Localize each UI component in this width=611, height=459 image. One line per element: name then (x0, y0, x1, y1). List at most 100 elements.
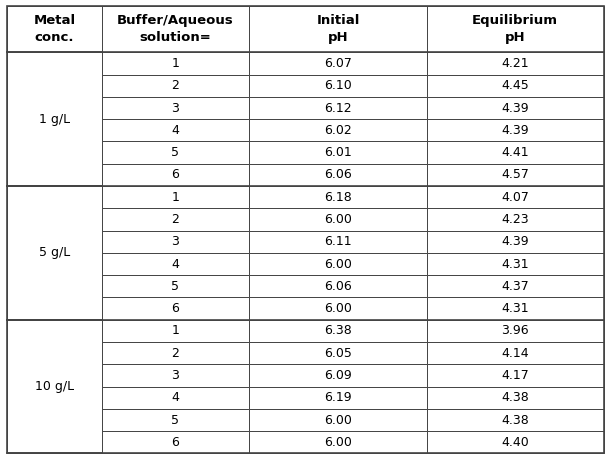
Bar (7, 186, 101, 320)
Text: 6.01: 6.01 (324, 146, 352, 159)
Text: 4.21: 4.21 (501, 57, 529, 70)
Text: Initial
pH: Initial pH (316, 14, 360, 44)
Text: 4.31: 4.31 (501, 302, 529, 315)
Bar (426, 164, 604, 186)
Bar (426, 52, 604, 75)
Text: 6: 6 (172, 302, 180, 315)
Text: 6.11: 6.11 (324, 235, 352, 248)
Bar (101, 52, 249, 75)
Text: 4: 4 (172, 257, 180, 270)
Bar (7, 320, 101, 453)
Text: 6.00: 6.00 (324, 213, 352, 226)
Text: 4.38: 4.38 (501, 391, 529, 404)
Bar (101, 164, 249, 186)
Bar (101, 342, 249, 364)
Bar (101, 119, 249, 141)
Text: 6.05: 6.05 (324, 347, 352, 360)
Text: 4.14: 4.14 (501, 347, 529, 360)
Text: 6.18: 6.18 (324, 190, 352, 204)
Bar (101, 297, 249, 320)
Text: 1: 1 (172, 57, 180, 70)
Bar (101, 431, 249, 453)
Bar (7, 164, 101, 186)
Bar (426, 230, 604, 253)
Bar (7, 75, 101, 97)
Bar (7, 342, 101, 364)
Bar (101, 75, 249, 97)
Bar (426, 409, 604, 431)
Text: 4.07: 4.07 (501, 190, 529, 204)
Bar (101, 364, 249, 386)
Bar (426, 297, 604, 320)
Text: 4.38: 4.38 (501, 414, 529, 426)
Bar (7, 253, 101, 275)
Bar (101, 141, 249, 164)
Bar (7, 52, 101, 75)
Text: 3: 3 (172, 235, 180, 248)
Text: 6.06: 6.06 (324, 168, 352, 181)
Bar (249, 208, 426, 230)
Bar (249, 275, 426, 297)
Text: 4.41: 4.41 (501, 146, 529, 159)
Text: Equilibrium
pH: Equilibrium pH (472, 14, 558, 44)
Text: 6.12: 6.12 (324, 101, 352, 115)
Text: 4.31: 4.31 (501, 257, 529, 270)
Bar (7, 364, 101, 386)
Bar (426, 119, 604, 141)
Bar (7, 297, 101, 320)
Bar (101, 409, 249, 431)
Text: 6.00: 6.00 (324, 414, 352, 426)
Bar (249, 119, 426, 141)
Bar (7, 6, 101, 52)
Text: 10 g/L: 10 g/L (35, 380, 74, 393)
Bar (7, 431, 101, 453)
Text: 2: 2 (172, 213, 180, 226)
Bar (249, 6, 426, 52)
Bar (249, 342, 426, 364)
Bar (101, 208, 249, 230)
Text: 6.07: 6.07 (324, 57, 352, 70)
Text: 1: 1 (172, 325, 180, 337)
Bar (101, 6, 249, 52)
Text: 4.17: 4.17 (501, 369, 529, 382)
Text: 5: 5 (172, 414, 180, 426)
Bar (7, 119, 101, 141)
Text: 4.39: 4.39 (501, 124, 529, 137)
Text: 4: 4 (172, 124, 180, 137)
Bar (426, 320, 604, 342)
Text: 5: 5 (172, 146, 180, 159)
Bar (7, 186, 101, 208)
Bar (426, 342, 604, 364)
Bar (426, 141, 604, 164)
Text: 6.09: 6.09 (324, 369, 352, 382)
Bar (7, 208, 101, 230)
Text: 4.57: 4.57 (501, 168, 529, 181)
Text: 6.38: 6.38 (324, 325, 352, 337)
Text: 6.02: 6.02 (324, 124, 352, 137)
Bar (101, 186, 249, 208)
Bar (426, 186, 604, 208)
Bar (101, 253, 249, 275)
Text: 3: 3 (172, 101, 180, 115)
Text: 1: 1 (172, 190, 180, 204)
Bar (249, 186, 426, 208)
Text: 4.37: 4.37 (501, 280, 529, 293)
Text: 5 g/L: 5 g/L (39, 246, 70, 259)
Bar (7, 386, 101, 409)
Bar (249, 52, 426, 75)
Text: 3.96: 3.96 (501, 325, 529, 337)
Text: 4.45: 4.45 (501, 79, 529, 92)
Text: 1 g/L: 1 g/L (39, 112, 70, 126)
Text: 6.06: 6.06 (324, 280, 352, 293)
Bar (7, 141, 101, 164)
Bar (249, 320, 426, 342)
Bar (426, 364, 604, 386)
Bar (426, 275, 604, 297)
Bar (7, 409, 101, 431)
Bar (101, 275, 249, 297)
Text: 6: 6 (172, 436, 180, 449)
Bar (426, 208, 604, 230)
Text: 4.39: 4.39 (501, 235, 529, 248)
Text: 6.00: 6.00 (324, 436, 352, 449)
Bar (249, 431, 426, 453)
